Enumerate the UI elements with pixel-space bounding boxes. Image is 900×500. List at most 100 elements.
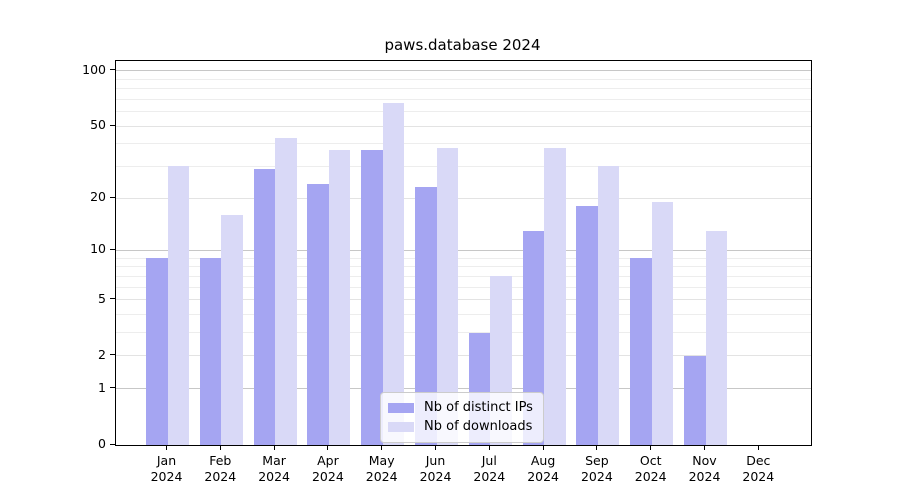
month-year: 2024 xyxy=(742,469,775,484)
month-year: 2024 xyxy=(688,469,721,484)
month-year: 2024 xyxy=(204,469,237,484)
bar-ips-jun xyxy=(415,187,437,445)
x-tick-label-jan: Jan 2024 xyxy=(139,453,195,485)
y-tick-label-20: 20 xyxy=(90,189,106,204)
bar-downloads-nov xyxy=(705,230,727,445)
bar-downloads-feb xyxy=(221,215,243,445)
x-tick-jun xyxy=(435,445,436,450)
month-year: 2024 xyxy=(580,469,613,484)
gridline-2 xyxy=(116,355,811,357)
legend-swatch-distinct-ips xyxy=(388,402,414,413)
y-tick-label-0: 0 xyxy=(98,436,106,451)
month-name: Nov xyxy=(692,453,717,468)
legend-swatch-downloads xyxy=(388,421,414,432)
x-tick-label-apr: Apr 2024 xyxy=(300,453,356,485)
bar-downloads-apr xyxy=(328,149,351,445)
gridline-layer xyxy=(116,61,811,445)
legend-row-downloads: Nb of downloads xyxy=(388,417,535,436)
bar-layer xyxy=(116,61,811,445)
bar-ips-aug xyxy=(522,230,545,445)
minor-gridline-8 xyxy=(116,266,811,268)
y-tick-10 xyxy=(110,248,115,250)
minor-gridline-80 xyxy=(116,87,811,89)
y-tick-100 xyxy=(110,69,115,71)
bar-downloads-sep xyxy=(597,166,620,445)
x-tick-apr xyxy=(327,445,329,450)
bar-ips-sep xyxy=(576,206,598,445)
gridline-50 xyxy=(116,125,811,127)
x-tick-label-feb: Feb 2024 xyxy=(192,453,248,485)
month-name: Aug xyxy=(530,453,556,468)
bar-downloads-oct xyxy=(651,201,674,445)
x-tick-jul xyxy=(488,445,490,450)
month-year: 2024 xyxy=(150,469,183,484)
x-tick-dec xyxy=(757,445,759,450)
minor-gridline-4 xyxy=(116,313,811,315)
y-tick-1 xyxy=(110,387,115,389)
legend: Nb of distinct IPs Nb of downloads xyxy=(380,392,544,443)
major-gridline-100 xyxy=(116,70,811,72)
x-tick-label-sep: Sep 2024 xyxy=(569,453,625,485)
gridline-20 xyxy=(116,197,811,199)
x-tick-label-nov: Nov 2024 xyxy=(677,453,733,485)
month-name: Jan xyxy=(156,453,177,468)
month-name: Apr xyxy=(317,453,339,468)
bar-ips-may xyxy=(361,149,383,445)
x-tick-jan xyxy=(166,445,167,450)
month-year: 2024 xyxy=(258,469,290,484)
bar-downloads-aug xyxy=(544,147,566,445)
gridline-5 xyxy=(116,299,811,301)
x-tick-label-oct: Oct 2024 xyxy=(623,453,679,485)
x-tick-nov xyxy=(704,445,705,450)
bar-ips-apr xyxy=(307,183,329,445)
chart-title: paws.database 2024 xyxy=(384,36,541,54)
bar-ips-feb xyxy=(199,258,222,445)
y-tick-0 xyxy=(110,443,115,445)
bar-downloads-jan xyxy=(167,166,189,445)
month-year: 2024 xyxy=(419,469,452,484)
minor-gridline-7 xyxy=(116,275,811,277)
minor-gridline-90 xyxy=(116,78,811,80)
minor-gridline-60 xyxy=(116,111,811,112)
x-tick-oct xyxy=(650,445,652,450)
month-name: Sep xyxy=(585,453,609,468)
x-tick-feb xyxy=(219,445,221,450)
major-gridline-1 xyxy=(116,388,811,390)
bar-ips-nov xyxy=(684,355,706,445)
x-tick-sep xyxy=(596,445,598,450)
x-tick-label-dec: Dec 2024 xyxy=(730,453,786,485)
month-year: 2024 xyxy=(527,469,559,484)
x-tick-label-jul: Jul 2024 xyxy=(461,453,517,485)
plot-area xyxy=(115,60,812,446)
legend-label-downloads: Nb of downloads xyxy=(424,419,533,434)
bar-ips-oct xyxy=(630,258,652,445)
month-name: Mar xyxy=(262,453,286,468)
minor-gridline-40 xyxy=(116,143,811,145)
x-tick-label-mar: Mar 2024 xyxy=(246,453,302,485)
month-year: 2024 xyxy=(473,469,506,484)
bar-ips-mar xyxy=(253,169,276,445)
major-gridline-10 xyxy=(116,249,811,251)
minor-gridline-70 xyxy=(116,98,811,100)
month-name: Jul xyxy=(481,453,497,468)
y-tick-label-2: 2 xyxy=(98,346,106,362)
minor-gridline-9 xyxy=(116,257,811,259)
minor-gridline-6 xyxy=(116,286,811,288)
legend-row-distinct-ips: Nb of distinct IPs xyxy=(388,398,535,417)
month-name: Dec xyxy=(746,453,771,468)
bar-ips-jan xyxy=(146,258,168,445)
x-tick-label-aug: Aug 2024 xyxy=(515,453,571,485)
x-tick-label-jun: Jun 2024 xyxy=(408,453,464,485)
y-tick-label-100: 100 xyxy=(82,61,106,77)
x-tick-aug xyxy=(542,445,544,450)
y-tick-label-1: 1 xyxy=(98,379,106,395)
month-name: Oct xyxy=(639,453,662,468)
y-tick-5 xyxy=(110,298,115,300)
month-name: Feb xyxy=(209,453,232,468)
bar-downloads-may xyxy=(382,102,405,445)
bar-downloads-jun xyxy=(436,147,458,445)
minor-gridline-3 xyxy=(116,332,811,334)
minor-gridline-30 xyxy=(116,165,811,167)
x-tick-may xyxy=(381,445,383,450)
